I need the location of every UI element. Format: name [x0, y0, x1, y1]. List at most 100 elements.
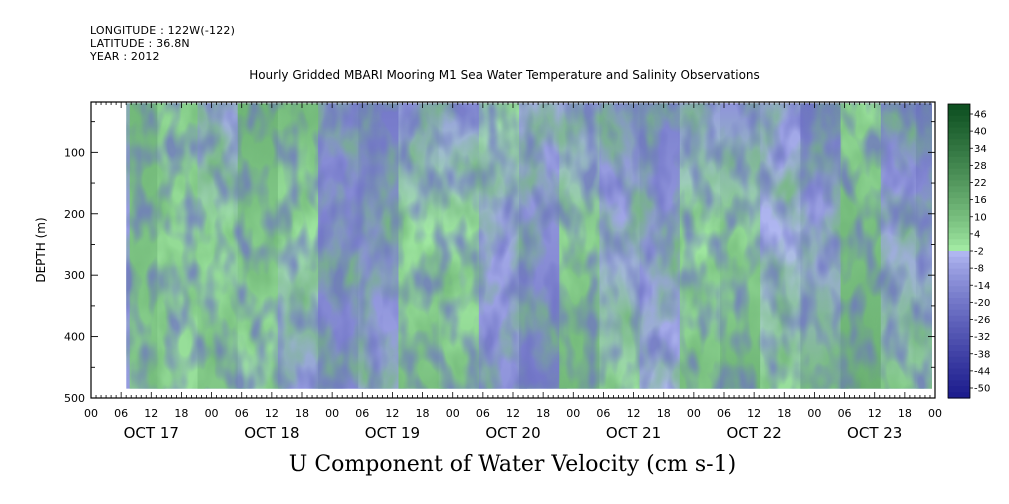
x-day-label: OCT 21	[606, 424, 661, 442]
colorbar-label: 34	[974, 144, 987, 155]
x-hour-tick-label: 18	[174, 407, 188, 420]
latitude-label: LATITUDE : 36.8N	[90, 37, 190, 50]
longitude-label: LONGITUDE : 122W(-122)	[90, 24, 236, 37]
colorbar-swatch	[948, 162, 970, 170]
x-day-label: OCT 17	[124, 424, 179, 442]
colorbar-swatch	[948, 192, 970, 199]
colorbar-swatch	[948, 374, 970, 381]
colorbar-swatch	[948, 168, 970, 176]
colorbar-swatch	[948, 127, 970, 134]
colorbar-swatch	[948, 309, 970, 317]
colorbar-swatch	[948, 315, 970, 323]
colorbar-label: 40	[974, 127, 987, 138]
colorbar-swatch	[948, 198, 970, 205]
colorbar-label: 10	[974, 212, 987, 223]
x-hour-tick-label: 00	[566, 407, 580, 420]
colorbar-label: 16	[974, 195, 987, 206]
colorbar-swatch	[948, 174, 970, 182]
colorbar-swatch	[948, 327, 970, 334]
x-hour-tick-label: 06	[235, 407, 249, 420]
x-day-label: OCT 22	[726, 424, 781, 442]
y-tick-label: 200	[64, 208, 85, 221]
colorbar-swatch	[948, 209, 970, 217]
colorbar-label: 22	[974, 178, 987, 189]
x-hour-tick-label: 06	[717, 407, 731, 420]
colorbar-swatch	[948, 115, 970, 123]
x-hour-tick-label: 18	[536, 407, 550, 420]
colorbar-swatch	[948, 303, 970, 311]
colorbar-swatch	[948, 104, 970, 111]
colorbar-label: -2	[974, 247, 984, 258]
colorbar-swatch	[948, 256, 970, 264]
x-hour-tick-label: 06	[596, 407, 610, 420]
colorbar-swatch	[948, 239, 970, 246]
colorbar-swatch	[948, 333, 970, 340]
x-hour-tick-label: 06	[476, 407, 490, 420]
x-day-label: OCT 19	[365, 424, 420, 442]
colorbar-swatch	[948, 156, 970, 164]
colorbar-swatch	[948, 145, 970, 152]
year-label: YEAR : 2012	[90, 50, 160, 63]
x-hour-tick-label: 00	[807, 407, 821, 420]
colorbar-label: -20	[974, 298, 990, 309]
colorbar-swatch	[948, 386, 970, 393]
colorbar-swatch	[948, 280, 970, 287]
colorbar-label: 28	[974, 161, 987, 172]
colorbar-swatch	[948, 392, 970, 399]
colorbar-swatch	[948, 151, 970, 158]
x-hour-tick-label: 18	[295, 407, 309, 420]
colorbar-swatch	[948, 139, 970, 146]
colorbar-swatch	[948, 233, 970, 240]
colorbar-swatch	[948, 221, 970, 229]
x-hour-tick-label: 12	[144, 407, 158, 420]
colorbar-swatch	[948, 186, 970, 193]
colorbar-swatch	[948, 292, 970, 299]
x-hour-tick-label: 06	[114, 407, 128, 420]
x-hour-tick-label: 00	[446, 407, 460, 420]
x-hour-tick-label: 18	[416, 407, 430, 420]
x-hour-tick-label: 12	[506, 407, 520, 420]
y-tick-label: 500	[64, 392, 85, 405]
colorbar-swatch	[948, 133, 970, 140]
colorbar-label: -38	[974, 349, 990, 360]
y-tick-label: 400	[64, 331, 85, 344]
x-hour-tick-label: 00	[928, 407, 942, 420]
colorbar-label: -26	[974, 315, 990, 326]
y-tick-label: 300	[64, 269, 85, 282]
x-hour-tick-label: 12	[265, 407, 279, 420]
x-hour-tick-label: 18	[657, 407, 671, 420]
colorbar-label: 4	[974, 229, 980, 240]
colorbar-swatch	[948, 321, 970, 329]
x-hour-tick-label: 12	[747, 407, 761, 420]
x-hour-tick-label: 18	[898, 407, 912, 420]
colorbar-swatch	[948, 380, 970, 387]
colorbar-swatch	[948, 362, 970, 370]
x-hour-tick-label: 12	[868, 407, 882, 420]
colorbar-swatch	[948, 345, 970, 352]
plot-title: Hourly Gridded MBARI Mooring M1 Sea Wate…	[249, 68, 760, 82]
colorbar-swatch	[948, 180, 970, 187]
colorbar-swatch	[948, 262, 970, 270]
colorbar-swatch	[948, 227, 970, 234]
x-hour-tick-label: 00	[84, 407, 98, 420]
x-hour-tick-label: 06	[838, 407, 852, 420]
colorbar-label: -44	[974, 366, 990, 377]
colorbar-swatch	[948, 251, 970, 258]
x-hour-tick-label: 06	[355, 407, 369, 420]
colorbar-swatch	[948, 121, 970, 129]
x-hour-tick-label: 12	[627, 407, 641, 420]
colorbar-swatch	[948, 245, 970, 252]
colorbar-swatch	[948, 286, 970, 293]
plot-axes: 00 06 12 18 00 06 12 18 00 06 12 18 00 06 12 18 00 06 12 18…	[34, 101, 942, 442]
colorbar-swatch	[948, 339, 970, 346]
colorbar-label: -32	[974, 332, 990, 343]
colorbar-swatch	[948, 368, 970, 376]
y-axis-label: DEPTH (m)	[34, 217, 48, 282]
x-day-label: OCT 18	[244, 424, 299, 442]
colorbar-swatch	[948, 203, 970, 211]
x-day-label: OCT 23	[847, 424, 902, 442]
colorbar-swatch	[948, 268, 970, 276]
x-hour-tick-label: 12	[385, 407, 399, 420]
x-hour-tick-label: 18	[777, 407, 791, 420]
